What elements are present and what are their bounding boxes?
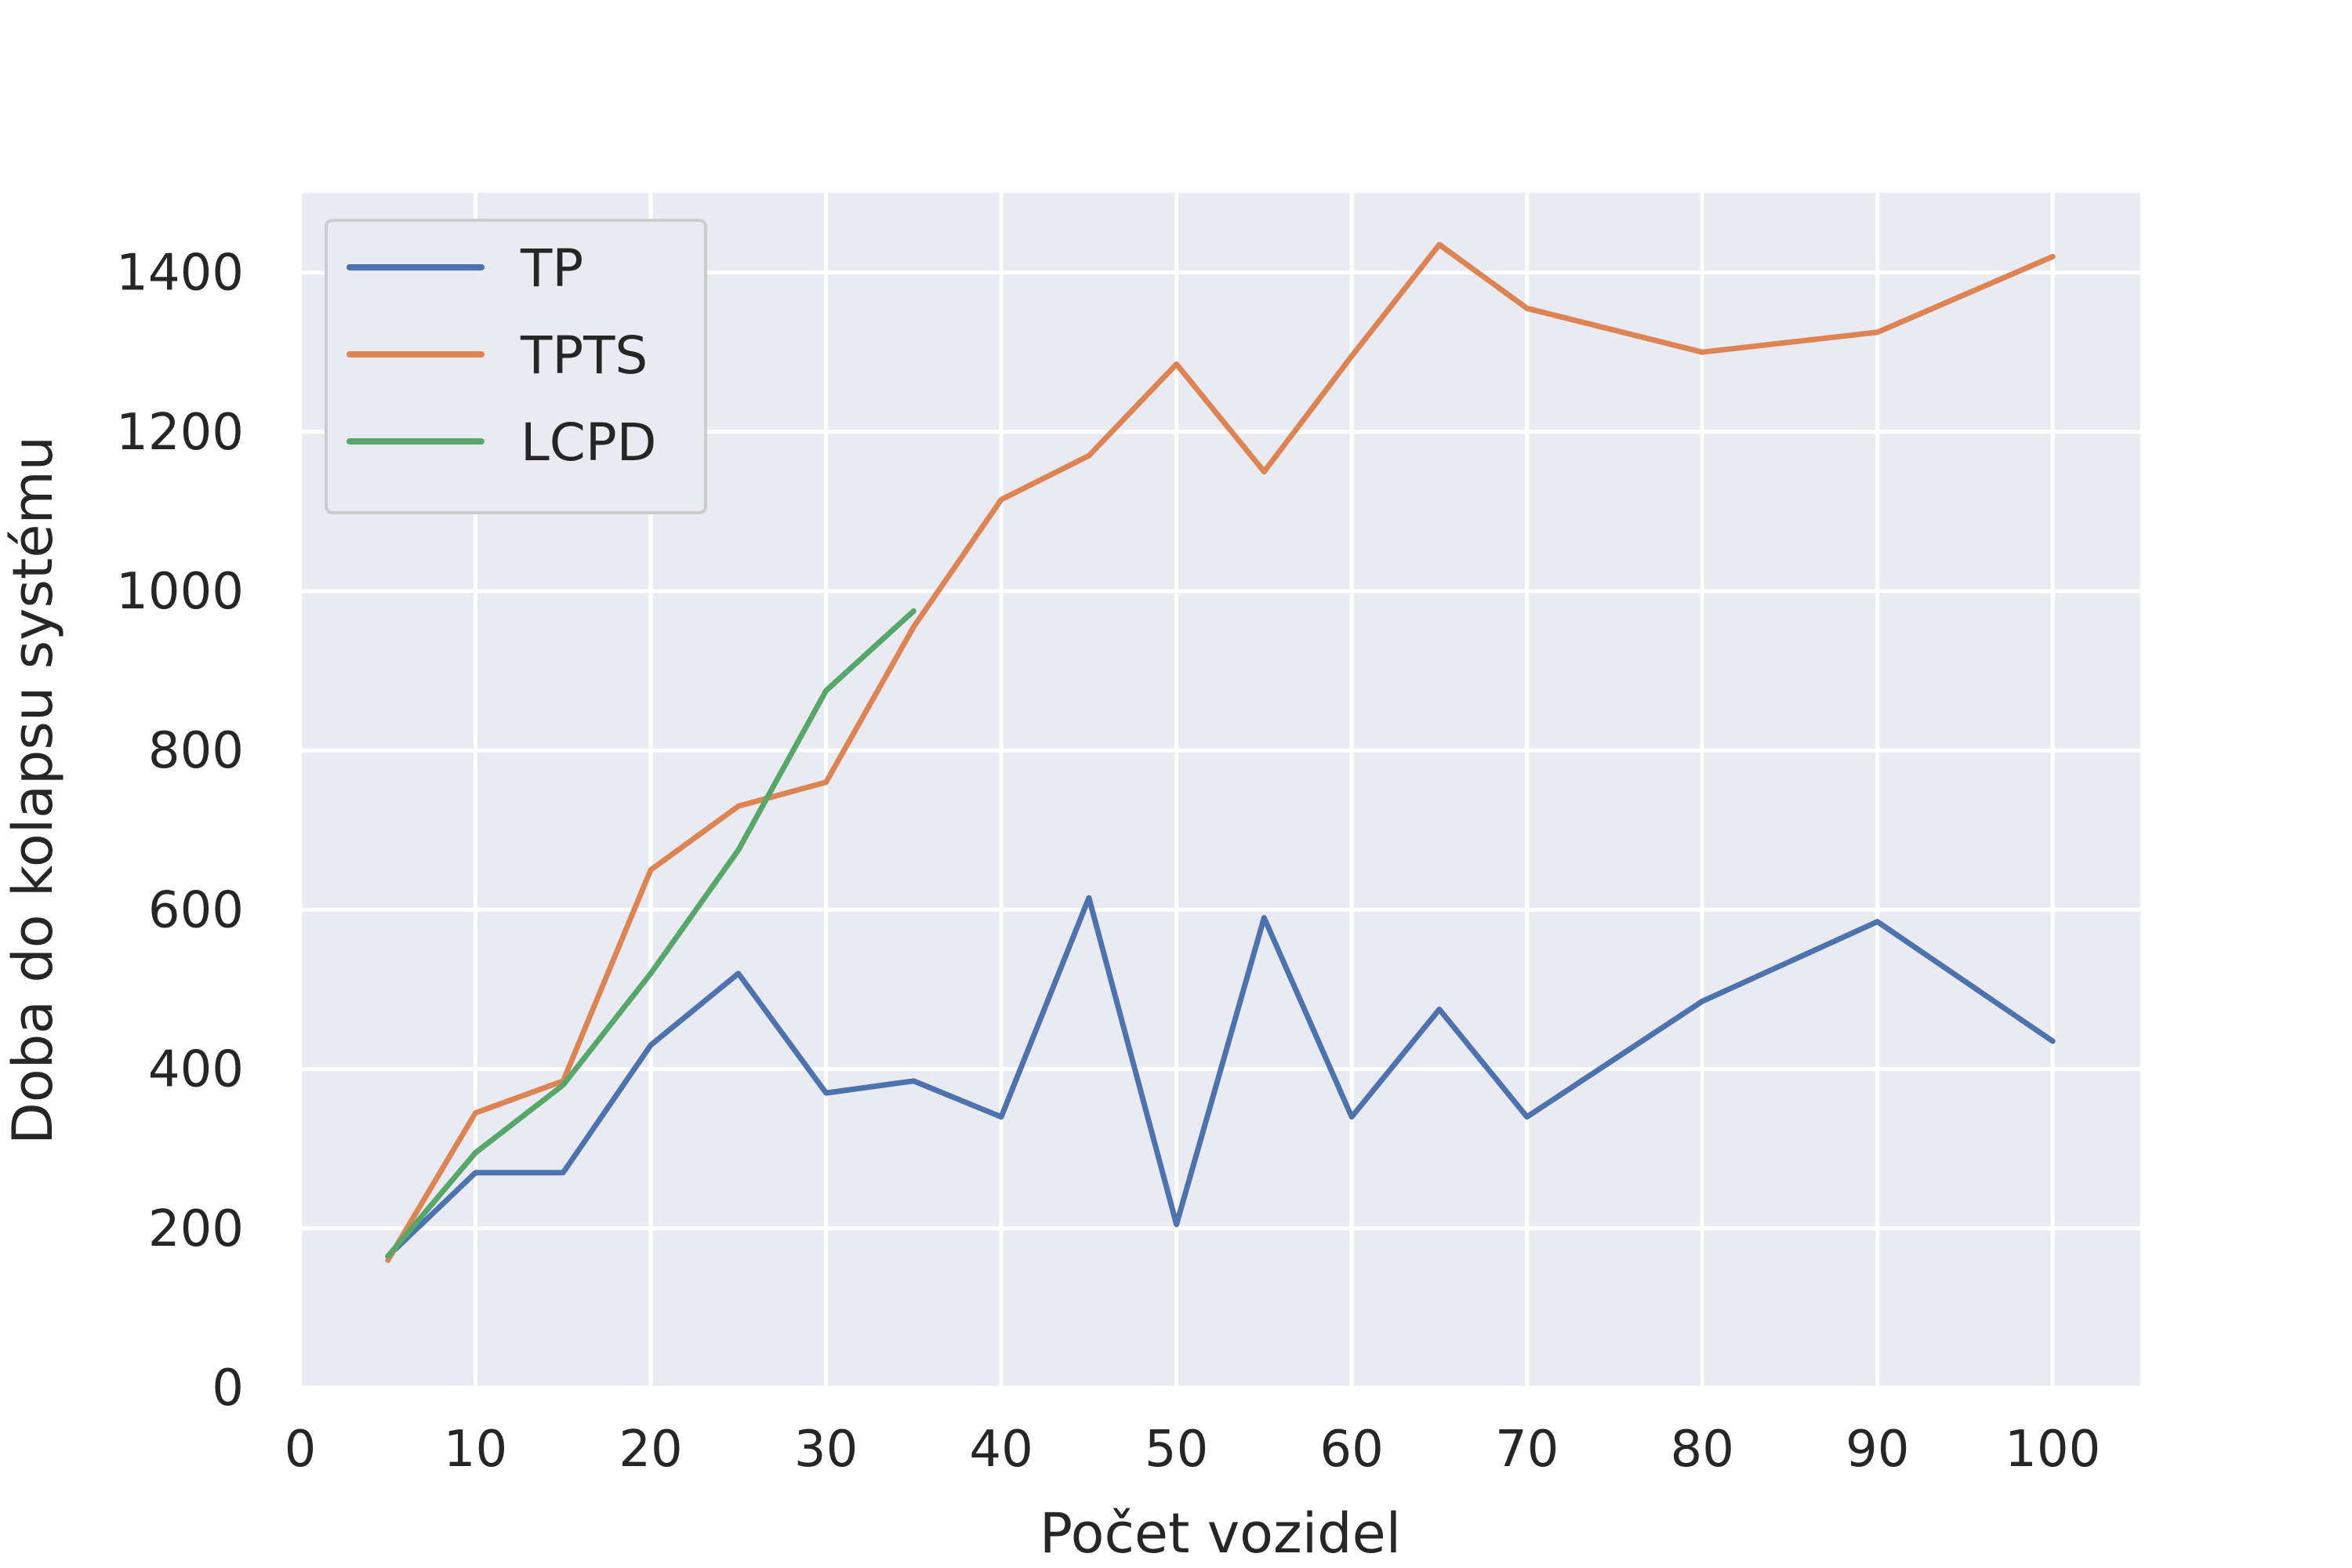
legend-label-lcpd: LCPD <box>521 412 656 473</box>
y-tick-label: 1200 <box>116 404 244 462</box>
series-layer <box>385 241 2056 1263</box>
x-tick-label: 90 <box>1846 1421 1909 1479</box>
y-tick-label: 400 <box>148 1041 244 1099</box>
x-tick-label: 20 <box>619 1421 682 1479</box>
series-line-lcpd <box>385 608 916 1259</box>
y-tick-label: 0 <box>212 1359 244 1417</box>
y-tick-labels: 0 200 400 600 800 1000 1200 1400 <box>116 245 244 1417</box>
x-tick-label: 50 <box>1145 1421 1208 1479</box>
x-tick-label: 30 <box>794 1421 858 1479</box>
y-tick-label: 1400 <box>116 245 244 303</box>
legend-label-tpts: TPTS <box>520 325 648 386</box>
x-tick-label: 10 <box>444 1421 507 1479</box>
legend: TP TPTS LCPD <box>325 219 707 514</box>
series-line-tp <box>385 895 2056 1259</box>
y-axis-label: Doba do kolapsu systému <box>1 436 65 1145</box>
series-line-tpts <box>385 241 2056 1263</box>
x-tick-labels: 0 10 20 30 40 50 60 70 80 90 100 <box>285 1421 2101 1479</box>
y-tick-label: 600 <box>148 881 244 939</box>
x-axis-label: Počet vozidel <box>1040 1501 1401 1566</box>
legend-label-tp: TP <box>520 238 583 299</box>
x-tick-label: 40 <box>969 1421 1033 1479</box>
y-tick-label: 1000 <box>116 563 244 621</box>
x-tick-label: 100 <box>2005 1421 2100 1479</box>
x-tick-label: 80 <box>1670 1421 1733 1479</box>
x-tick-label: 60 <box>1319 1421 1383 1479</box>
y-tick-label: 200 <box>148 1200 244 1258</box>
y-tick-label: 800 <box>148 722 244 780</box>
x-tick-label: 70 <box>1495 1421 1559 1479</box>
x-tick-label: 0 <box>285 1421 317 1479</box>
